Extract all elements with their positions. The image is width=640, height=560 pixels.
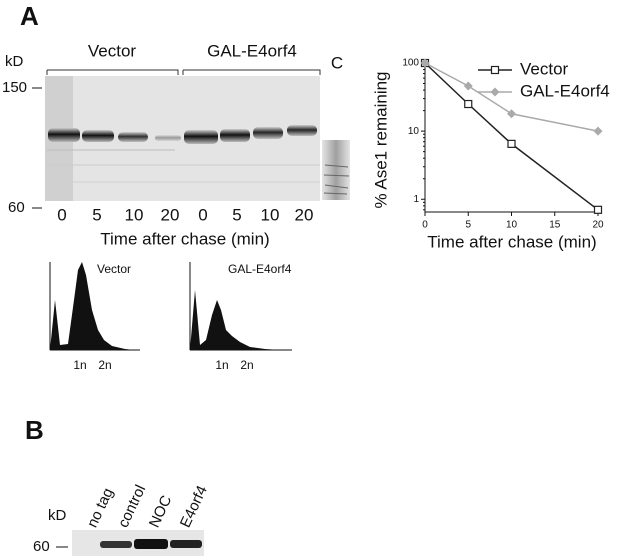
x-tick-label: 5 [465, 220, 471, 231]
lane-label: 10 [125, 205, 144, 224]
histogram [49, 262, 140, 351]
lane-label: control [115, 482, 149, 530]
x-label: Time after chase (min) [100, 229, 269, 248]
lane-label: 0 [57, 205, 66, 224]
point [593, 126, 603, 136]
y-tick-label: 1 [413, 194, 419, 205]
lane-label: E4orf4 [177, 483, 211, 530]
lane-streaks [47, 149, 350, 195]
y-tick-label: 10 [408, 126, 420, 137]
tick-label: 1n [215, 358, 228, 372]
point [507, 139, 516, 148]
point [464, 99, 473, 109]
lane-label: 20 [295, 205, 314, 224]
legend-marker [490, 87, 500, 97]
x-tick-label: 0 [422, 220, 428, 231]
x-tick-label: 20 [592, 220, 604, 231]
tick-label: 2n [98, 358, 111, 372]
panel-label: A [20, 1, 39, 31]
tick-label: 2n [240, 358, 253, 372]
legend-label: GAL-E4orf4 [520, 81, 610, 100]
y-tick-label: 100 [402, 58, 419, 69]
x-tick-label: 10 [506, 220, 518, 231]
group-label: Vector [88, 41, 137, 60]
marker-label: 60 [8, 199, 25, 216]
lane-label: 20 [161, 205, 180, 224]
histogram [189, 262, 292, 351]
bands [48, 125, 317, 144]
group-label: GAL-E4orf4 [207, 41, 297, 60]
unit: kD [48, 507, 67, 524]
point [507, 109, 516, 119]
histogram-label: GAL-E4orf4 [228, 262, 292, 276]
lane-label: 5 [92, 205, 101, 224]
point [420, 58, 430, 68]
band [170, 540, 202, 548]
lane-label: 5 [232, 205, 241, 224]
panel-label: B [25, 415, 44, 445]
marker-label: 60 [33, 538, 50, 555]
legend-marker [490, 65, 500, 75]
bracket [182, 69, 321, 75]
bracket [46, 69, 179, 75]
x-tick-label: 15 [549, 220, 561, 231]
control-lane [322, 140, 350, 200]
legend-label: Vector [520, 59, 569, 78]
lane-label: NOC [146, 493, 176, 531]
point [463, 81, 473, 91]
point [593, 205, 603, 214]
x-axis-label: Time after chase (min) [427, 232, 596, 251]
histogram-label: Vector [97, 262, 131, 276]
band [134, 539, 168, 549]
control-label: C [331, 53, 343, 72]
tick-label: 1n [73, 358, 86, 372]
series-line [424, 62, 599, 132]
lane-label: 0 [198, 205, 207, 224]
band [100, 541, 132, 548]
marker-label: 150 [2, 79, 27, 96]
lane-label: no tag [84, 485, 117, 530]
y-axis-label: % Ase1 remaining [371, 71, 390, 208]
series-line [424, 62, 599, 211]
unit: kD [5, 53, 24, 70]
lane-label: 10 [261, 205, 280, 224]
